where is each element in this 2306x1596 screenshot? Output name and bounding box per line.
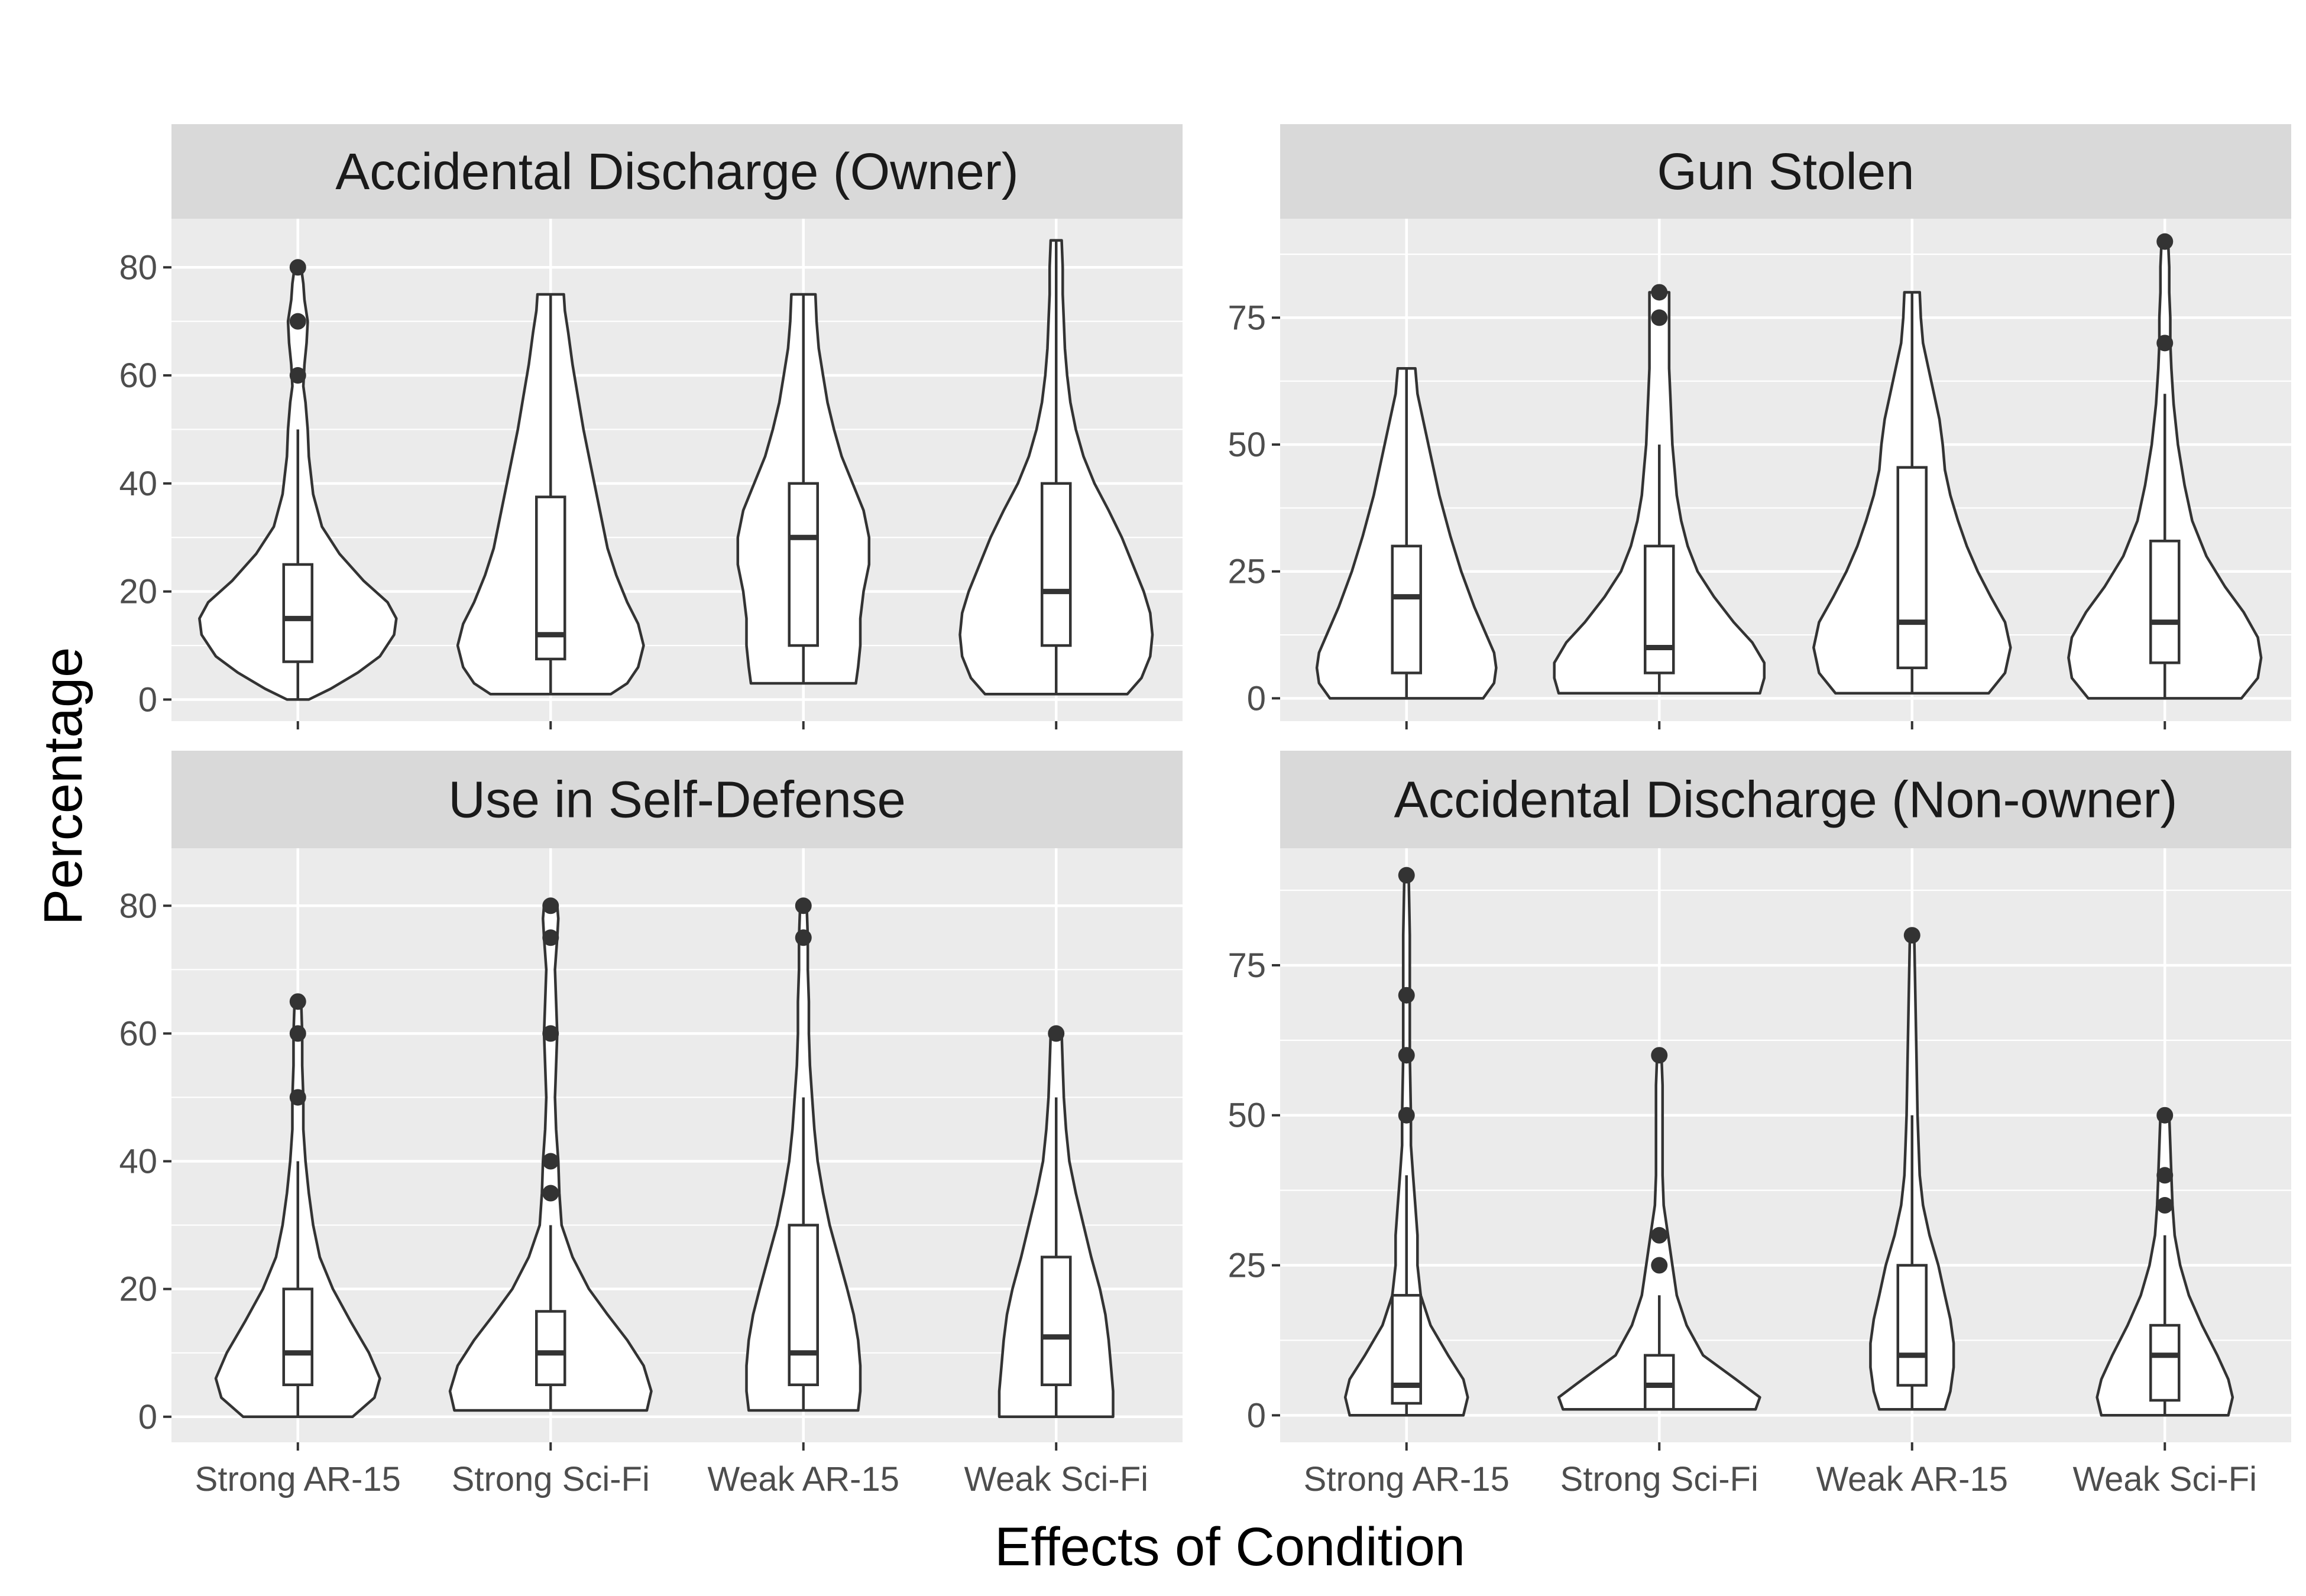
y-tick-label: 40 <box>119 465 157 503</box>
outlier-point <box>2156 1197 2174 1214</box>
outlier-point <box>1398 1047 1415 1064</box>
x-tick-label: Weak Sci-Fi <box>2072 1460 2257 1498</box>
facet-panel: Gun Stolen 0 25 50 75 <box>1228 124 2291 729</box>
iqr-box <box>282 1287 313 1386</box>
outlier-point <box>289 1025 306 1042</box>
iqr-box <box>1896 466 1928 670</box>
y-tick-label: 20 <box>119 573 157 611</box>
outlier-point <box>795 897 812 914</box>
y-tick-label: 80 <box>119 887 157 925</box>
y-tick-label: 0 <box>138 680 157 719</box>
iqr-box <box>1391 544 1422 674</box>
facet-strip <box>1280 751 2291 848</box>
outlier-point <box>289 259 306 276</box>
x-axis-title: Effects of Condition <box>995 1517 1465 1577</box>
x-tick-label: Strong AR-15 <box>1304 1460 1510 1498</box>
outlier-point <box>1651 1047 1668 1064</box>
facet-panel: Accidental Discharge (Owner) 0 20 40 60 80 <box>119 124 1183 729</box>
y-tick-label: 75 <box>1228 946 1266 985</box>
iqr-box <box>1041 1256 1072 1386</box>
outlier-point <box>289 1089 306 1106</box>
iqr-box <box>2149 539 2181 664</box>
facet-title: Gun Stolen <box>1657 143 1914 200</box>
facet-panel: Use in Self-Defense 0 20 40 60 80 Strong AR-15… <box>119 751 1183 1498</box>
x-tick-label: Weak AR-15 <box>707 1460 899 1498</box>
y-tick-label: 40 <box>119 1143 157 1181</box>
outlier-point <box>2156 233 2174 250</box>
outlier-point <box>2156 1167 2174 1184</box>
y-tick-label: 80 <box>119 248 157 287</box>
y-tick-label: 50 <box>1228 426 1266 464</box>
facet-strip <box>171 751 1183 848</box>
iqr-box <box>535 1310 566 1386</box>
outlier-point <box>2156 1107 2174 1124</box>
facet-title: Use in Self-Defense <box>448 771 906 829</box>
iqr-box <box>2149 1323 2181 1402</box>
y-tick-label: 50 <box>1228 1097 1266 1135</box>
outlier-point <box>289 993 306 1010</box>
iqr-box <box>1041 482 1072 647</box>
x-tick-label: Strong Sci-Fi <box>1560 1460 1758 1498</box>
y-tick-label: 75 <box>1228 299 1266 337</box>
iqr-box <box>282 563 313 663</box>
outlier-point <box>542 1185 559 1202</box>
outlier-point <box>1651 1257 1668 1274</box>
outlier-point <box>1651 1227 1668 1244</box>
outlier-point <box>542 1153 559 1170</box>
outlier-point <box>289 367 306 384</box>
iqr-box <box>1644 544 1675 674</box>
y-axis-title: Percentage <box>33 647 93 926</box>
x-tick-label: Strong Sci-Fi <box>452 1460 650 1498</box>
facet-panel: Accidental Discharge (Non-owner) 0 25 50 75 S… <box>1228 751 2291 1498</box>
y-tick-label: 25 <box>1228 553 1266 591</box>
outlier-point <box>289 313 306 330</box>
iqr-box <box>1896 1264 1928 1387</box>
facet-title: Accidental Discharge (Non-owner) <box>1394 771 2178 829</box>
outlier-point <box>1398 987 1415 1004</box>
iqr-box <box>1644 1354 1675 1411</box>
x-tick-label: Weak AR-15 <box>1816 1460 2008 1498</box>
facet-strip <box>1280 124 2291 219</box>
y-tick-label: 0 <box>1247 1396 1266 1435</box>
y-tick-label: 0 <box>138 1398 157 1436</box>
facet-strip <box>171 124 1183 219</box>
outlier-point <box>1651 284 1668 301</box>
y-tick-label: 60 <box>119 1014 157 1053</box>
outlier-point <box>542 1025 559 1042</box>
outlier-point <box>1651 309 1668 326</box>
outlier-point <box>542 929 559 946</box>
x-tick-label: Strong AR-15 <box>195 1460 401 1498</box>
y-tick-label: 60 <box>119 356 157 395</box>
panels: Accidental Discharge (Owner) 0 20 40 60 80 Gun… <box>119 124 2291 1498</box>
facet-title: Accidental Discharge (Owner) <box>335 143 1019 200</box>
y-tick-label: 20 <box>119 1270 157 1309</box>
iqr-box <box>535 495 566 661</box>
y-tick-label: 0 <box>1247 679 1266 718</box>
outlier-point <box>1048 1025 1065 1042</box>
outlier-point <box>1398 867 1415 884</box>
outlier-point <box>542 897 559 914</box>
x-tick-label: Weak Sci-Fi <box>964 1460 1148 1498</box>
outlier-point <box>1398 1107 1415 1124</box>
iqr-box <box>788 1224 819 1386</box>
outlier-point <box>795 929 812 946</box>
iqr-box <box>788 482 819 647</box>
outlier-point <box>1903 927 1920 944</box>
outlier-point <box>2156 335 2174 352</box>
y-tick-label: 25 <box>1228 1247 1266 1285</box>
